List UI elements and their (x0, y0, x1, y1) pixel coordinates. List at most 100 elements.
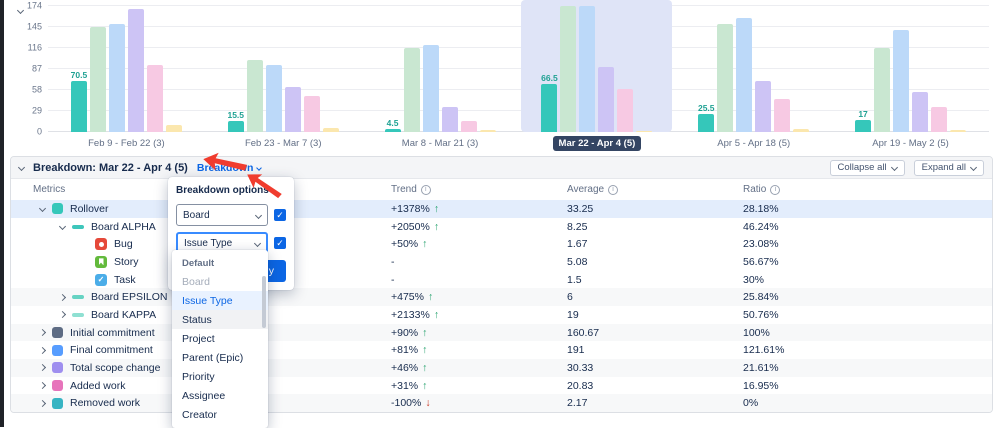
bar-final-commitment[interactable] (893, 29, 910, 132)
x-axis-label[interactable]: Feb 9 - Feb 22 (3) (88, 137, 165, 149)
bar-total-scope-change[interactable] (127, 8, 144, 132)
bar-final-commitment[interactable] (422, 45, 439, 132)
expand-caret[interactable] (38, 382, 47, 390)
expand-caret[interactable] (38, 364, 47, 372)
bar-final-commitment[interactable] (736, 17, 753, 132)
x-axis-label[interactable]: Mar 8 - Mar 21 (3) (401, 137, 479, 149)
bar-added-work[interactable] (146, 64, 163, 132)
menu-item-parent-epic[interactable]: Parent (Epic) (182, 351, 244, 364)
table-row-total-scope-change[interactable]: Total scope change +46% ↑ 30.33 21.61% (11, 359, 992, 377)
bar-final-commitment[interactable] (265, 64, 282, 132)
table-row-initial-commitment[interactable]: Initial commitment +90% ↑ 160.67 100% (11, 323, 992, 342)
x-axis-label[interactable]: Apr 19 - May 2 (5) (872, 137, 949, 149)
menu-item-status[interactable]: Status (172, 310, 268, 329)
table-row-removed-work[interactable]: Removed work -100% ↓ 2.17 0% (11, 394, 992, 412)
bar-initial-commitment[interactable] (89, 27, 106, 132)
menu-item-issue-type[interactable]: Issue Type (172, 291, 268, 310)
bar-rollover[interactable]: 25.5 (698, 103, 715, 132)
gridline (48, 68, 989, 69)
expand-caret[interactable] (38, 399, 47, 407)
visibility-checkbox[interactable]: ✓ (274, 237, 286, 249)
x-axis-label[interactable]: Feb 23 - Mar 7 (3) (244, 137, 322, 149)
x-axis: Feb 9 - Feb 22 (3) Feb 23 - Mar 7 (3) Mar … (48, 134, 989, 154)
bar-total-scope-change[interactable] (284, 87, 301, 132)
table-row-added-work[interactable]: Added work +31% ↑ 20.83 16.95% (11, 377, 992, 395)
ratio-cell: 56.67% (743, 255, 779, 268)
info-icon[interactable]: i (608, 184, 619, 195)
table-row-board-epsilon[interactable]: Board EPSILON +475% ↑ 6 25.84% (11, 288, 992, 307)
bar-added-work[interactable] (303, 95, 320, 132)
bar-removed-work[interactable] (479, 129, 496, 132)
menu-item-project[interactable]: Project (182, 332, 215, 345)
y-axis-label: 145 (26, 21, 42, 32)
bar-added-work[interactable] (460, 121, 477, 132)
trend-cell: - (391, 256, 567, 268)
menu-item-board: Board (182, 275, 211, 288)
bar-final-commitment[interactable] (108, 24, 125, 132)
trend-value: -100% (391, 397, 422, 410)
ratio-cell: 50.76% (743, 308, 779, 321)
bar-initial-commitment[interactable] (246, 59, 263, 132)
trend-cell: +31% ↑ (391, 380, 567, 392)
metric-cell: Final commitment (33, 344, 391, 356)
breakdown-collapse-icon[interactable] (17, 163, 26, 172)
bar-total-scope-change[interactable] (912, 92, 929, 132)
bar-removed-work[interactable] (950, 129, 967, 132)
average-cell: 20.83 (567, 379, 594, 392)
metric-cell: Board EPSILON (33, 291, 391, 303)
bar-final-commitment[interactable] (579, 6, 596, 132)
metric-cell: Initial commitment (33, 327, 391, 339)
bar-added-work[interactable] (774, 99, 791, 132)
breakdown-select-board[interactable]: Board (176, 204, 268, 226)
menu-item-assignee[interactable]: Assignee (182, 389, 226, 402)
collapse-all-button[interactable]: Collapse all (829, 159, 905, 176)
info-icon[interactable]: i (420, 184, 431, 195)
bar-initial-commitment[interactable] (874, 48, 891, 132)
bar-removed-work[interactable] (322, 128, 339, 132)
expand-all-button[interactable]: Expand all (913, 159, 984, 176)
table-row-story[interactable]: Story - 5.08 56.67% (11, 253, 992, 271)
bar-added-work[interactable] (617, 88, 634, 132)
x-axis-label-selected[interactable]: Mar 22 - Apr 4 (5) (552, 135, 642, 151)
ratio-cell: 121.61% (743, 344, 785, 357)
table-row-rollover[interactable]: Rollover +1378% ↑ 33.25 28.18% (11, 200, 992, 218)
bar-rollover[interactable]: 70.5 (71, 70, 87, 132)
expand-caret[interactable] (58, 311, 67, 319)
menu-scrollbar[interactable] (262, 276, 266, 328)
metric-label: Board EPSILON (91, 291, 168, 304)
bar-rollover[interactable]: 17 (855, 109, 872, 132)
annotation-arrow-icon (203, 152, 248, 171)
table-row-task[interactable]: ✓ Task - 1.5 30% (11, 271, 992, 289)
bar-rollover[interactable]: 4.5 (384, 118, 401, 132)
visibility-checkbox[interactable]: ✓ (274, 209, 286, 221)
bar-initial-commitment[interactable] (717, 24, 734, 132)
bar-rollover[interactable]: 15.5 (227, 110, 244, 132)
table-row-bug[interactable]: Bug +50% ↑ 1.67 23.08% (11, 235, 992, 253)
bar-initial-commitment[interactable] (403, 48, 420, 132)
expand-caret[interactable] (38, 328, 47, 337)
bar-total-scope-change[interactable] (755, 81, 772, 132)
y-axis-label: 29 (31, 105, 42, 116)
bar-removed-work[interactable] (165, 124, 182, 132)
menu-item-priority[interactable]: Priority (182, 370, 215, 383)
x-axis-label[interactable]: Apr 5 - Apr 18 (5) (717, 137, 791, 149)
bar-total-scope-change[interactable] (598, 66, 615, 132)
bar-removed-work[interactable] (636, 130, 653, 132)
menu-item-creator[interactable]: Creator (182, 408, 218, 421)
bar-rollover[interactable]: 66.5 (541, 73, 558, 132)
bar-removed-work[interactable] (793, 129, 810, 132)
table-row-board-alpha[interactable]: Board ALPHA +2050% ↑ 8.25 46.24% (11, 218, 992, 236)
expand-caret[interactable] (58, 293, 67, 301)
expand-caret[interactable] (58, 222, 67, 231)
gridline (48, 89, 989, 90)
table-row-board-kappa[interactable]: Board KAPPA +2133% ↑ 19 50.76% (11, 306, 992, 324)
bar-added-work[interactable] (931, 106, 948, 132)
bar-initial-commitment[interactable] (560, 6, 577, 132)
expand-caret[interactable] (38, 346, 47, 354)
table-row-final-commitment[interactable]: Final commitment +81% ↑ 191 121.61% (11, 341, 992, 359)
info-icon[interactable]: i (770, 184, 781, 195)
metric-cell: Bug (33, 238, 391, 251)
board-swatch (72, 312, 84, 317)
bar-total-scope-change[interactable] (441, 106, 458, 132)
expand-caret[interactable] (38, 205, 47, 213)
